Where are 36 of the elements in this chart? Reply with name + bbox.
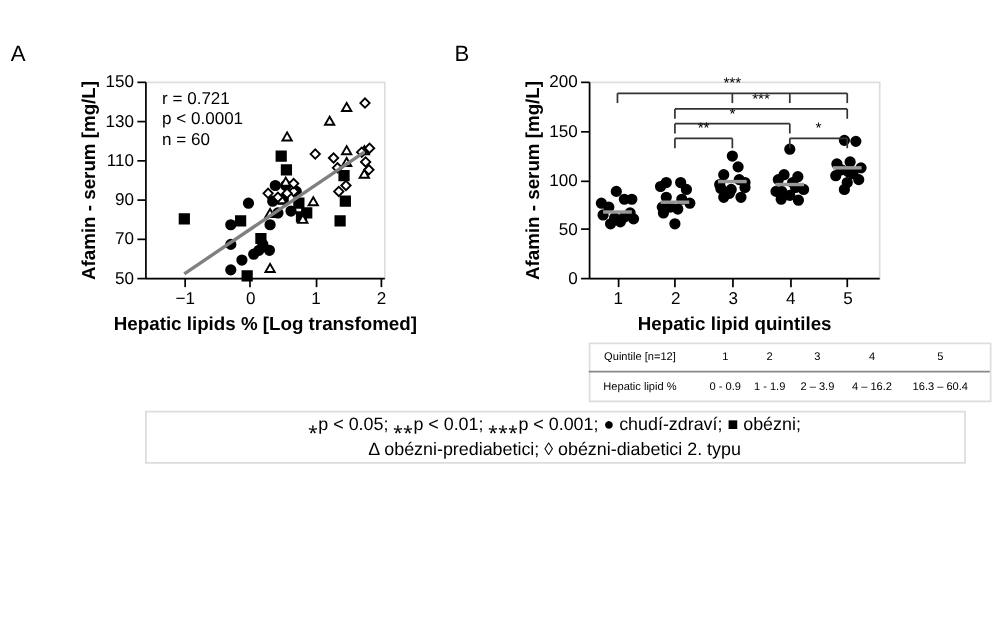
x-tick-label: 5 <box>843 288 854 309</box>
x-axis-title: Hepatic lipid quintiles <box>637 313 832 334</box>
x-tick-label: 1 <box>613 288 624 309</box>
y-tick-label: 110 <box>106 149 135 170</box>
x-tick-label: 2 <box>671 288 682 309</box>
annotation: n = 60 <box>162 128 211 149</box>
y-tick-label: 100 <box>549 169 579 190</box>
x-tick-label: 1 <box>311 288 322 309</box>
y-tick-label: 150 <box>549 120 579 141</box>
annotation: * <box>815 119 822 138</box>
annotation: *** <box>752 89 771 108</box>
x-tick-label: 4 <box>785 288 796 309</box>
text: ⁎p < 0.05; ⁎⁎p < 0.01; ⁎⁎⁎p < 0.001; ● chudí-zdraví; ■ obézni; <box>308 413 801 436</box>
annotation: * <box>729 104 736 123</box>
y-tick-label: 130 <box>105 110 135 131</box>
annotation: ** <box>697 119 710 138</box>
y-axis-title: Afamin - serum [mg/L] <box>522 80 543 280</box>
chart-title: A <box>10 43 27 68</box>
x-tick-label: −1 <box>175 288 196 309</box>
y-tick-label: 200 <box>549 71 579 92</box>
y-tick-label: 150 <box>105 71 135 92</box>
y-tick-label: 0 <box>568 267 579 288</box>
y-tick-label: 90 <box>114 189 135 210</box>
x-tick-label: 0 <box>245 288 256 309</box>
y-tick-label: 50 <box>114 267 135 288</box>
text: Δ obézni-prediabetici; ◊ obézni-diabetici 2. typu <box>368 439 741 460</box>
x-tick-label: 2 <box>376 288 387 309</box>
annotation: p < 0.0001 <box>162 108 244 129</box>
y-tick-label: 50 <box>558 218 579 239</box>
y-tick-label: 70 <box>114 228 135 249</box>
annotation: r = 0.721 <box>162 87 231 108</box>
x-axis-title: Hepatic lipids % [Log transfomed] <box>113 313 417 334</box>
chart-title: B <box>454 43 470 68</box>
y-axis-title: Afamin - serum [mg/L] <box>79 80 100 280</box>
x-tick-label: 3 <box>728 288 739 309</box>
annotation: *** <box>723 74 742 93</box>
